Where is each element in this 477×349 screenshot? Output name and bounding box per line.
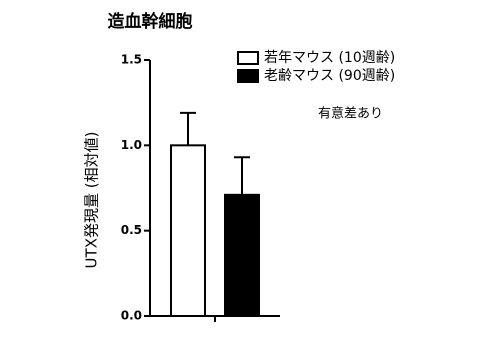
error-bar	[180, 111, 196, 146]
legend-swatch	[237, 51, 259, 65]
bar	[224, 193, 260, 317]
y-tick-label: 1.0	[121, 138, 142, 152]
annotation: 有意差あり	[318, 106, 383, 122]
legend-swatch	[237, 69, 259, 83]
y-axis-label: UTX発現量 (相対値)	[83, 132, 101, 269]
y-tick-label: 1.5	[121, 53, 142, 67]
chart-title: 造血幹細胞	[108, 11, 193, 32]
y-tick-label: 0.0	[121, 309, 142, 323]
legend-label: 若年マウス (10週齢)	[264, 50, 395, 66]
y-tick-label: 0.5	[121, 223, 142, 237]
bar	[170, 144, 206, 317]
legend-label: 老齢マウス (90週齢)	[264, 68, 395, 84]
error-bar	[234, 156, 250, 195]
